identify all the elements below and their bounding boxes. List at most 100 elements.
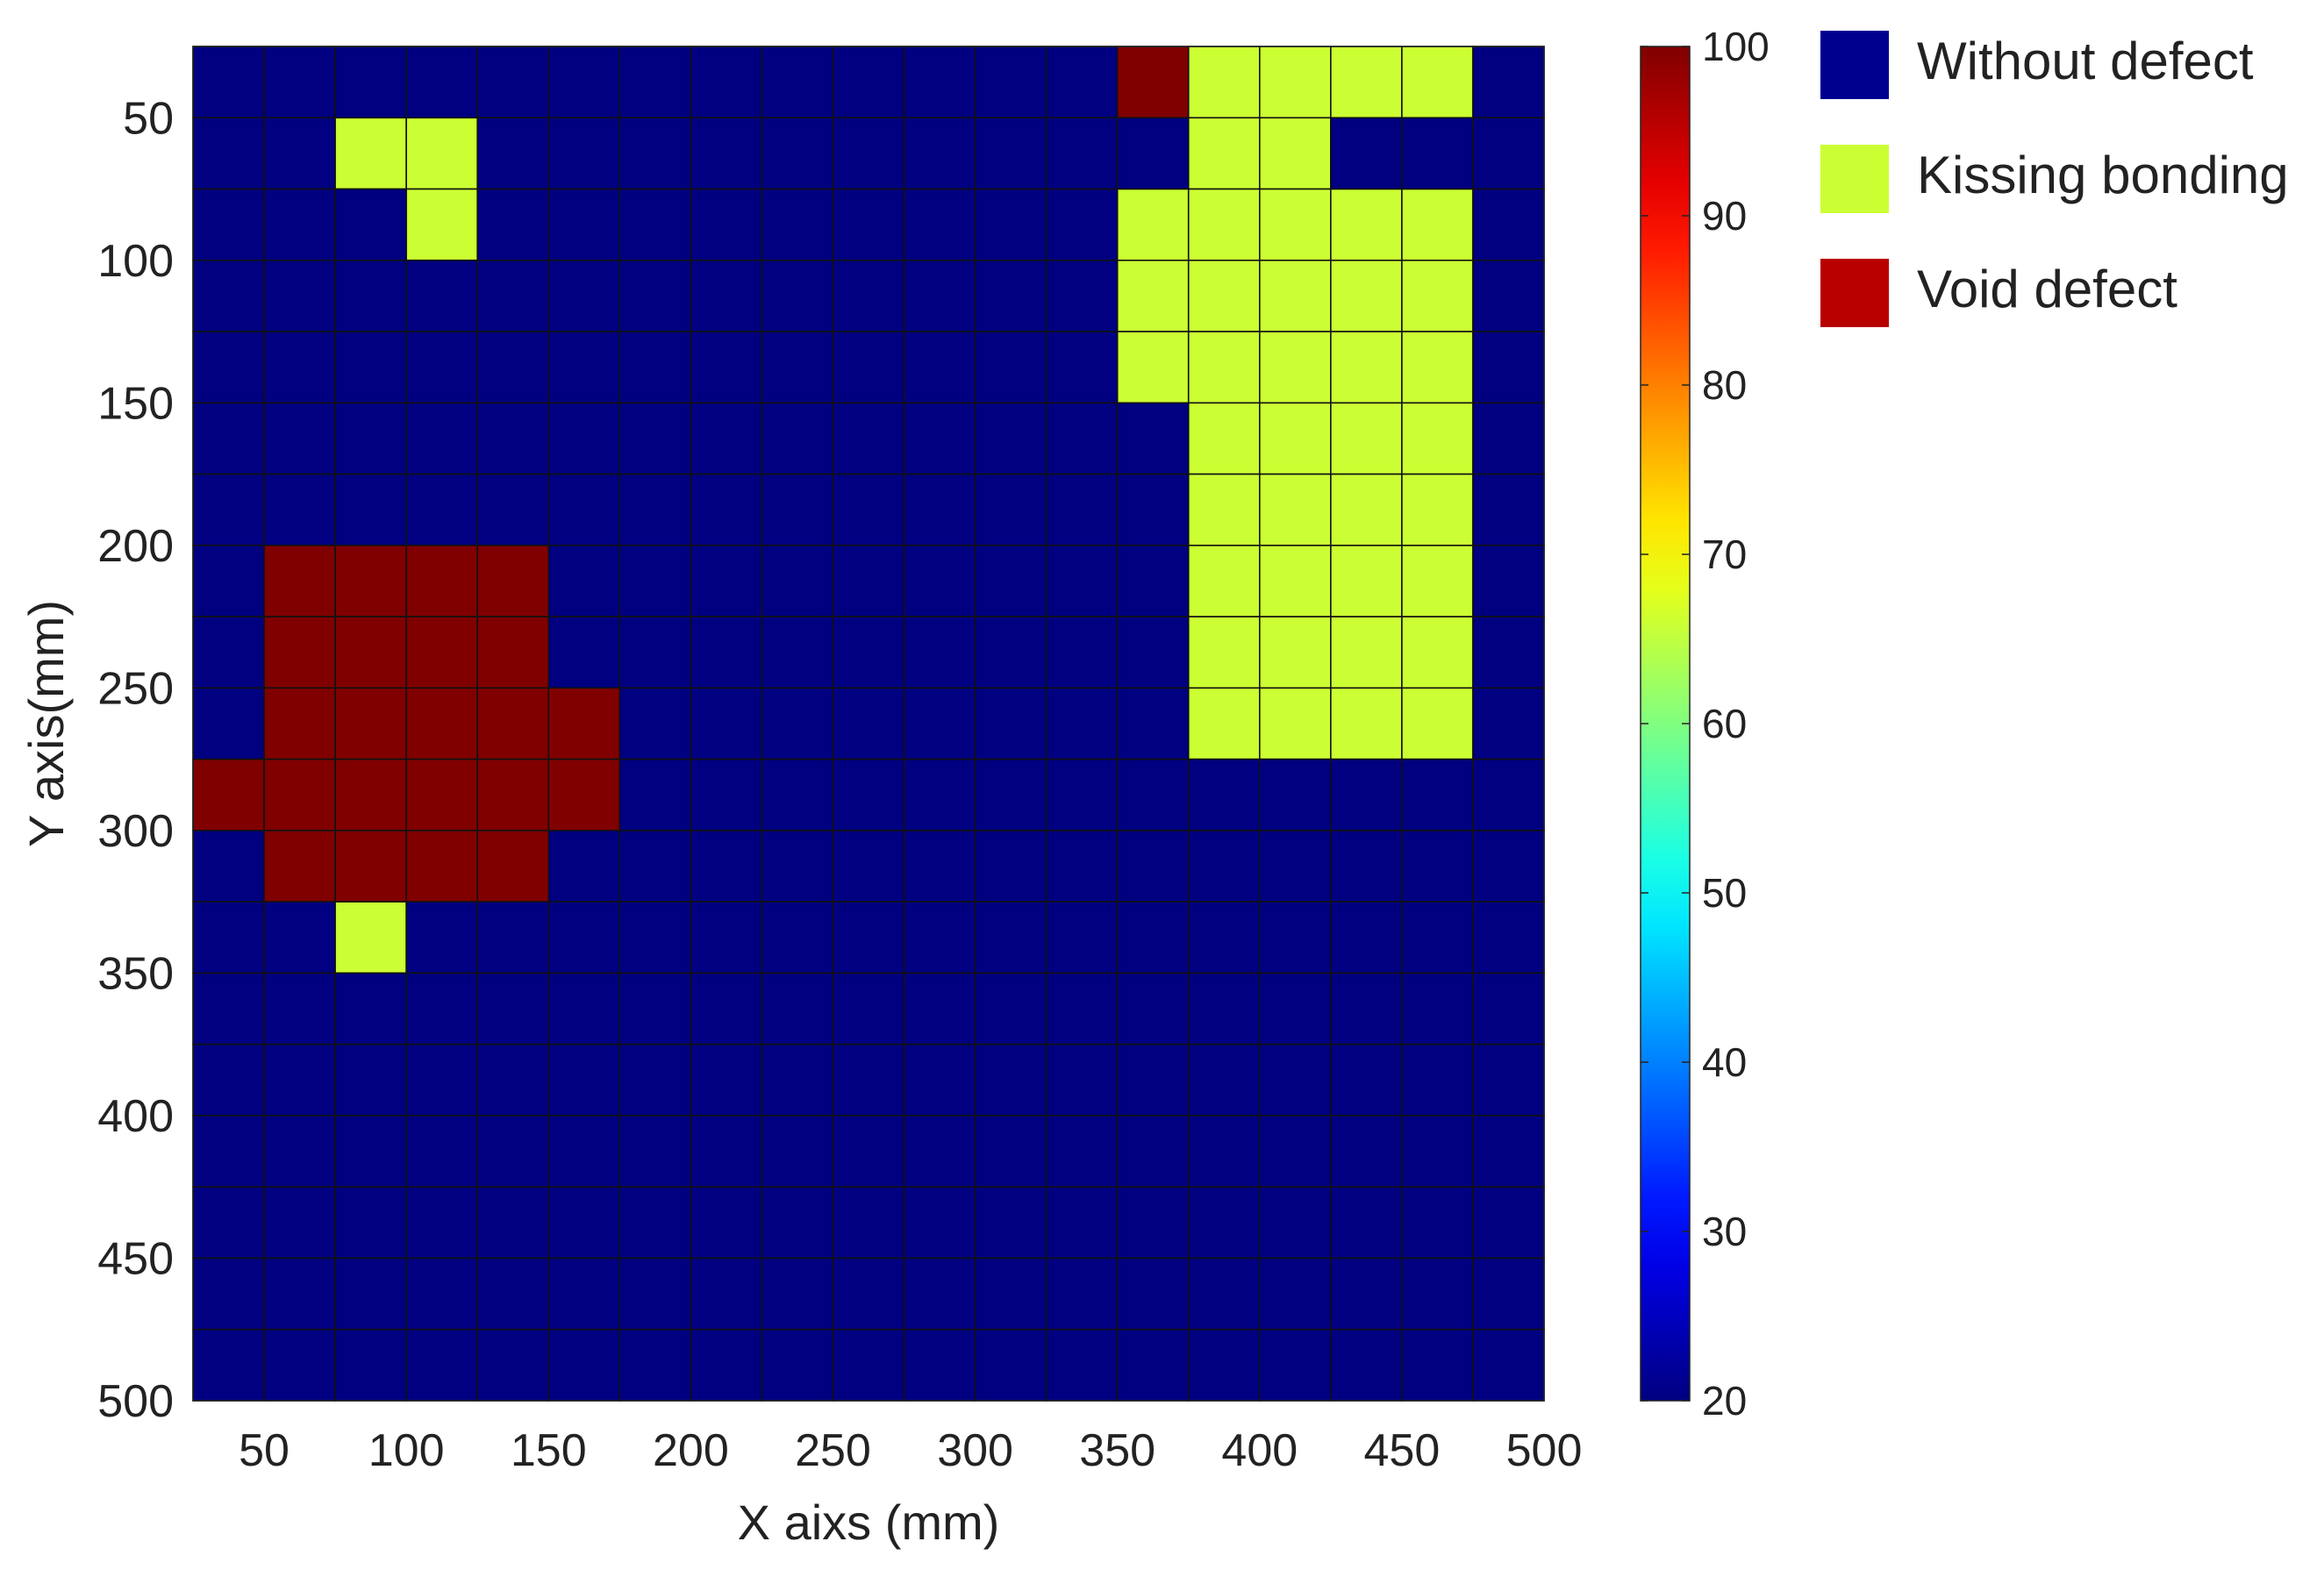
- heatmap-cell: [263, 473, 336, 546]
- heatmap-cell: [1401, 473, 1474, 546]
- heatmap-cell: [1045, 830, 1119, 903]
- heatmap-cell: [192, 616, 265, 689]
- heatmap-cell: [1472, 259, 1545, 332]
- heatmap-cell: [1045, 687, 1119, 760]
- heatmap-cell: [761, 259, 834, 332]
- heatmap-cell: [1330, 117, 1403, 190]
- x-axis-label: X aixs (mm): [738, 1495, 1000, 1550]
- heatmap-cell: [547, 830, 621, 903]
- heatmap-cell: [1401, 1115, 1474, 1188]
- heatmap-cell: [619, 259, 692, 332]
- heatmap-cell: [1330, 46, 1403, 119]
- heatmap-cell: [1045, 972, 1119, 1045]
- heatmap-cell: [1401, 1257, 1474, 1331]
- heatmap-cell: [263, 830, 336, 903]
- heatmap-cell: [405, 117, 479, 190]
- heatmap-cell: [761, 402, 834, 475]
- heatmap-cell: [1258, 1115, 1332, 1188]
- heatmap-cell: [619, 1043, 692, 1117]
- heatmap-cell: [1401, 901, 1474, 974]
- y-tick-label: 500: [97, 1376, 174, 1427]
- heatmap-cell: [1330, 1115, 1403, 1188]
- heatmap-cell: [192, 117, 265, 190]
- heatmap-cell: [832, 1043, 905, 1117]
- heatmap-cell: [192, 758, 265, 831]
- heatmap-cell: [192, 1328, 265, 1402]
- heatmap-cell: [1330, 972, 1403, 1045]
- y-tick-label: 300: [97, 806, 174, 857]
- heatmap-cell: [690, 331, 763, 404]
- heatmap-cell: [1472, 972, 1545, 1045]
- heatmap-cell: [974, 1043, 1048, 1117]
- y-tick-label: 150: [97, 378, 174, 429]
- heatmap-cell: [1116, 1043, 1190, 1117]
- heatmap-cell: [903, 616, 976, 689]
- heatmap-cell: [1187, 1257, 1261, 1331]
- heatmap-cell: [1187, 901, 1261, 974]
- colorbar-tick-label: 30: [1702, 1209, 1747, 1254]
- heatmap-cell: [1401, 758, 1474, 831]
- heatmap-cell: [334, 901, 407, 974]
- heatmap-cell: [761, 46, 834, 119]
- heatmap-cell: [832, 117, 905, 190]
- heatmap-cell: [1258, 830, 1332, 903]
- heatmap-cell: [832, 901, 905, 974]
- heatmap-cell: [1330, 901, 1403, 974]
- heatmap-cell: [405, 616, 479, 689]
- heatmap-cell: [1116, 545, 1190, 617]
- colorbar-tick-label: 60: [1702, 701, 1747, 746]
- heatmap-cell: [547, 687, 621, 760]
- heatmap-cell: [1330, 1257, 1403, 1331]
- heatmap-cell: [974, 1115, 1048, 1188]
- heatmap-cell: [334, 1115, 407, 1188]
- heatmap-cell: [547, 1328, 621, 1402]
- heatmap-cell: [547, 117, 621, 190]
- heatmap-cell: [619, 1186, 692, 1260]
- legend-label: Kissing bonding: [1917, 146, 2289, 204]
- heatmap-cell: [1472, 1257, 1545, 1331]
- heatmap-cell: [1472, 545, 1545, 617]
- heatmap-cell: [1116, 259, 1190, 332]
- heatmap-cell: [1330, 331, 1403, 404]
- heatmap-cell: [1401, 972, 1474, 1045]
- heatmap-cell: [334, 758, 407, 831]
- heatmap-cell: [405, 46, 479, 119]
- heatmap-cell: [1401, 259, 1474, 332]
- colorbar-tick-label: 40: [1702, 1039, 1747, 1085]
- heatmap-cell: [1116, 901, 1190, 974]
- heatmap-cell: [263, 1043, 336, 1117]
- heatmap-cell: [1116, 117, 1190, 190]
- heatmap-cell: [1045, 473, 1119, 546]
- x-tick-label: 50: [239, 1425, 290, 1476]
- heatmap-cell: [761, 972, 834, 1045]
- heatmap-cell: [1116, 1257, 1190, 1331]
- heatmap-cell: [1330, 1043, 1403, 1117]
- heatmap-cell: [1330, 259, 1403, 332]
- heatmap-cell: [1187, 402, 1261, 475]
- heatmap-cell: [1472, 1186, 1545, 1260]
- heatmap-cell: [619, 402, 692, 475]
- heatmap-cell: [903, 758, 976, 831]
- heatmap-cell: [476, 545, 550, 617]
- heatmap-cell: [1187, 545, 1261, 617]
- heatmap-cell: [334, 1328, 407, 1402]
- heatmap-cell: [1187, 188, 1261, 261]
- heatmap-cell: [1258, 1043, 1332, 1117]
- heatmap-cell: [476, 616, 550, 689]
- heatmap-cell: [761, 616, 834, 689]
- heatmap-cell: [690, 402, 763, 475]
- heatmap-cell: [1045, 259, 1119, 332]
- heatmap-cell: [690, 259, 763, 332]
- y-tick-label: 50: [123, 93, 174, 144]
- heatmap-cell: [1258, 758, 1332, 831]
- heatmap-cell: [334, 687, 407, 760]
- heatmap-cell: [263, 545, 336, 617]
- heatmap-cell: [1258, 901, 1332, 974]
- heatmap-cell: [974, 545, 1048, 617]
- heatmap-cell: [547, 545, 621, 617]
- heatmap-cell: [1187, 687, 1261, 760]
- heatmap-cell: [476, 46, 550, 119]
- heatmap-cell: [334, 259, 407, 332]
- heatmap-cell: [476, 259, 550, 332]
